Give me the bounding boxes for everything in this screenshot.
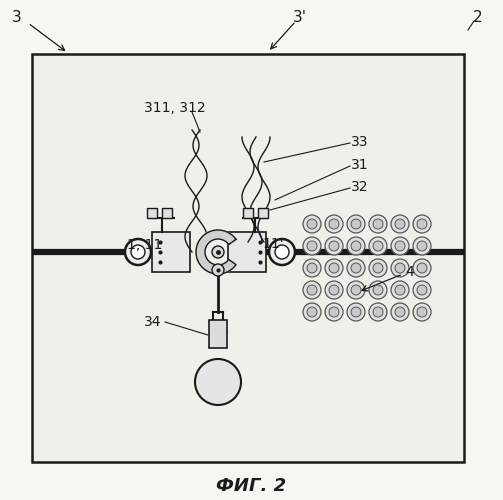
Circle shape xyxy=(413,259,431,277)
Circle shape xyxy=(303,237,321,255)
Circle shape xyxy=(369,237,387,255)
Circle shape xyxy=(275,245,289,259)
Circle shape xyxy=(131,245,145,259)
Circle shape xyxy=(373,241,383,251)
Bar xyxy=(228,232,266,272)
Circle shape xyxy=(347,215,365,233)
Circle shape xyxy=(269,239,295,265)
Circle shape xyxy=(395,307,405,317)
Text: 2: 2 xyxy=(473,10,483,26)
Circle shape xyxy=(325,281,343,299)
Circle shape xyxy=(212,264,224,276)
Circle shape xyxy=(125,239,151,265)
Text: 1, 11: 1, 11 xyxy=(127,238,162,252)
Text: 32: 32 xyxy=(351,180,369,194)
Circle shape xyxy=(329,219,339,229)
Circle shape xyxy=(329,285,339,295)
Bar xyxy=(32,54,464,462)
Circle shape xyxy=(303,215,321,233)
Circle shape xyxy=(417,219,427,229)
Circle shape xyxy=(307,285,317,295)
Bar xyxy=(258,208,268,218)
Circle shape xyxy=(303,259,321,277)
Circle shape xyxy=(325,215,343,233)
Text: 3: 3 xyxy=(12,10,22,26)
Circle shape xyxy=(307,219,317,229)
Circle shape xyxy=(329,241,339,251)
Circle shape xyxy=(413,303,431,321)
Circle shape xyxy=(417,285,427,295)
Circle shape xyxy=(307,263,317,273)
Text: 31: 31 xyxy=(351,158,369,172)
Polygon shape xyxy=(196,230,236,274)
Text: 34: 34 xyxy=(144,315,162,329)
Circle shape xyxy=(369,303,387,321)
Circle shape xyxy=(347,281,365,299)
Circle shape xyxy=(373,285,383,295)
Bar xyxy=(243,208,253,218)
Circle shape xyxy=(369,281,387,299)
Circle shape xyxy=(329,307,339,317)
Bar xyxy=(147,208,157,218)
Text: 3': 3' xyxy=(293,10,307,24)
Circle shape xyxy=(351,219,361,229)
Circle shape xyxy=(391,303,409,321)
Circle shape xyxy=(413,237,431,255)
Circle shape xyxy=(351,241,361,251)
Text: 4: 4 xyxy=(405,265,414,279)
Circle shape xyxy=(351,285,361,295)
Circle shape xyxy=(395,263,405,273)
Circle shape xyxy=(329,263,339,273)
Circle shape xyxy=(351,307,361,317)
Circle shape xyxy=(347,303,365,321)
Bar xyxy=(152,232,190,272)
Circle shape xyxy=(373,307,383,317)
Circle shape xyxy=(391,281,409,299)
Circle shape xyxy=(303,303,321,321)
Text: 11': 11' xyxy=(262,237,284,251)
Circle shape xyxy=(391,259,409,277)
Text: 311, 312: 311, 312 xyxy=(144,101,206,115)
Circle shape xyxy=(325,303,343,321)
Circle shape xyxy=(417,241,427,251)
Circle shape xyxy=(395,219,405,229)
Circle shape xyxy=(391,215,409,233)
Circle shape xyxy=(303,281,321,299)
Circle shape xyxy=(373,263,383,273)
Circle shape xyxy=(413,281,431,299)
Circle shape xyxy=(395,241,405,251)
Text: ФИГ. 2: ФИГ. 2 xyxy=(216,477,286,495)
Bar xyxy=(209,320,227,348)
Circle shape xyxy=(347,237,365,255)
Circle shape xyxy=(307,241,317,251)
Circle shape xyxy=(347,259,365,277)
Circle shape xyxy=(307,307,317,317)
Circle shape xyxy=(212,246,224,258)
Circle shape xyxy=(195,359,241,405)
Text: 33: 33 xyxy=(351,135,369,149)
Circle shape xyxy=(395,285,405,295)
Circle shape xyxy=(413,215,431,233)
Circle shape xyxy=(373,219,383,229)
Circle shape xyxy=(391,237,409,255)
Circle shape xyxy=(417,307,427,317)
Circle shape xyxy=(325,237,343,255)
Circle shape xyxy=(369,259,387,277)
Circle shape xyxy=(417,263,427,273)
Circle shape xyxy=(325,259,343,277)
Circle shape xyxy=(351,263,361,273)
Bar xyxy=(162,208,172,218)
Circle shape xyxy=(369,215,387,233)
